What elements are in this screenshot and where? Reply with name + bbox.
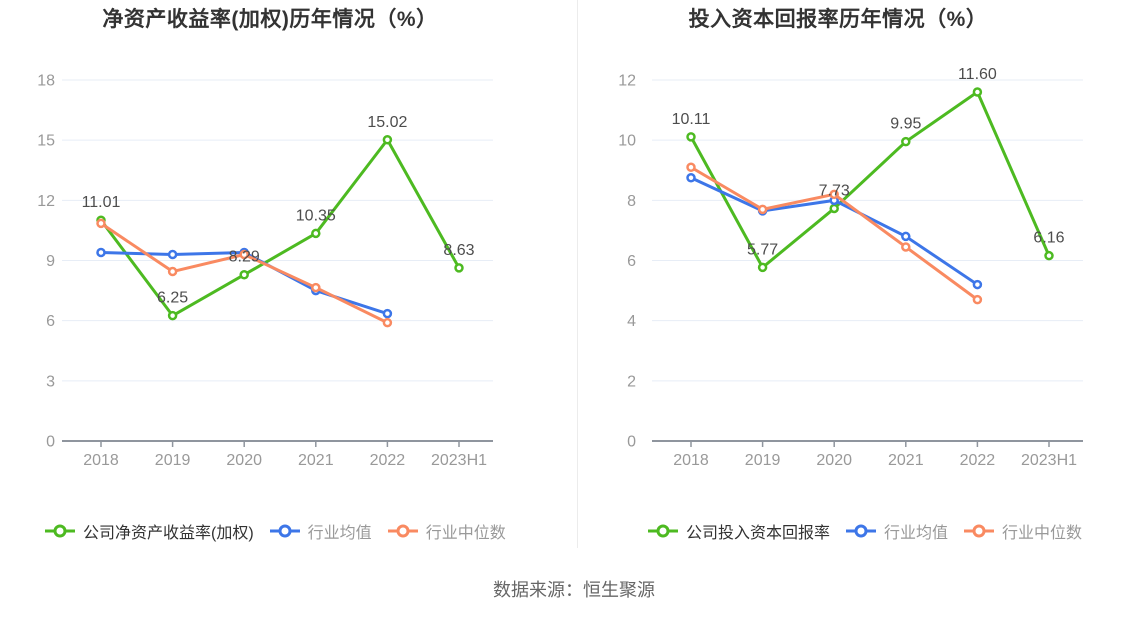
data-point-company xyxy=(686,132,696,142)
series-line-company xyxy=(99,138,461,318)
y-tick-label: 8 xyxy=(627,193,636,210)
legend-line-marker-icon xyxy=(45,524,75,538)
roe-legend: 公司净资产收益率(加权) 行业均值 行业中位数 xyxy=(45,519,506,543)
data-point-industry-median xyxy=(311,282,321,293)
y-tick-label: 6 xyxy=(46,313,55,330)
point-value-label: 8.63 xyxy=(443,242,474,259)
y-tick-label: 15 xyxy=(37,133,55,150)
legend-line-marker-icon xyxy=(964,524,995,538)
data-point-industry-median xyxy=(901,242,911,252)
y-tick-label: 0 xyxy=(46,434,55,451)
legend-item-company[interactable]: 公司净资产收益率(加权) xyxy=(45,519,254,543)
y-tick-label: 12 xyxy=(37,193,55,210)
point-value-label: 10.11 xyxy=(672,111,711,128)
point-value-label: 6.16 xyxy=(1033,230,1064,247)
point-value-label: 6.25 xyxy=(157,290,188,307)
y-tick-label: 18 xyxy=(37,73,55,90)
data-point-company xyxy=(972,87,983,97)
data-point-industry-median xyxy=(167,266,178,277)
data-point-industry-median xyxy=(757,204,768,215)
legend-item-label: 行业中位数 xyxy=(1002,525,1083,542)
data-point-industry-median xyxy=(829,189,839,200)
data-point-company xyxy=(1044,250,1054,261)
point-value-label: 7.73 xyxy=(819,182,850,199)
y-tick-label: 4 xyxy=(627,313,636,330)
data-point-company xyxy=(757,262,768,273)
x-tick-label: 2023H1 xyxy=(1021,452,1077,469)
point-value-label: 15.02 xyxy=(367,114,407,131)
y-tick-label: 6 xyxy=(627,253,636,270)
x-tick-label: 2021 xyxy=(888,452,924,469)
data-point-industry-average xyxy=(96,247,106,258)
data-point-company xyxy=(167,310,178,321)
point-value-label: 5.77 xyxy=(747,241,778,258)
x-tick-label: 2023H1 xyxy=(431,452,487,469)
legend-line-marker-icon xyxy=(648,524,678,538)
y-tick-label: 3 xyxy=(46,373,55,390)
source-note: 数据来源：恒生聚源 xyxy=(493,580,655,600)
data-point-company xyxy=(829,203,839,214)
roe-chart-title: 净资产收益率(加权)历年情况（%） xyxy=(102,8,438,31)
legend-line-marker-icon xyxy=(269,524,300,538)
y-tick-label: 0 xyxy=(627,434,636,451)
data-point-industry-median xyxy=(382,317,393,328)
data-point-industry-average xyxy=(167,249,178,260)
data-point-industry-median xyxy=(972,294,983,305)
x-tick-label: 2020 xyxy=(226,452,262,469)
data-point-company xyxy=(382,135,393,145)
legend-item-label: 行业均值 xyxy=(884,525,949,542)
legend-item-industry-median[interactable]: 行业中位数 xyxy=(387,519,506,543)
y-tick-label: 10 xyxy=(618,133,636,150)
point-value-label: 9.95 xyxy=(890,116,921,133)
data-point-company xyxy=(239,269,249,280)
legend-item-label: 公司投入资本回报率 xyxy=(686,525,831,542)
x-tick-label: 2022 xyxy=(960,452,996,469)
panel-divider xyxy=(577,0,578,548)
data-point-industry-median xyxy=(686,162,696,172)
x-tick-label: 2019 xyxy=(155,452,191,469)
legend-item-industry-median[interactable]: 行业中位数 xyxy=(964,519,1082,543)
y-tick-label: 2 xyxy=(627,373,636,390)
y-tick-label: 12 xyxy=(618,73,636,90)
data-point-company xyxy=(311,228,321,239)
x-tick-label: 2018 xyxy=(83,452,119,469)
roic-legend: 公司投入资本回报率 行业均值 行业中位数 xyxy=(648,519,1082,543)
data-point-industry-average xyxy=(901,231,911,242)
x-tick-label: 2019 xyxy=(745,452,781,469)
legend-item-label: 公司净资产收益率(加权) xyxy=(83,525,254,542)
series-line-company xyxy=(689,90,1051,269)
legend-item-label: 行业均值 xyxy=(307,525,372,542)
legend-item-label: 行业中位数 xyxy=(425,525,506,542)
legend-line-marker-icon xyxy=(846,524,877,538)
x-tick-label: 2018 xyxy=(673,452,709,469)
data-point-company xyxy=(454,263,464,273)
roe-chart: 0 3 6 9 12 15 18 2018 2019 2020 2021 2022 2023H1 11.0… xyxy=(37,73,493,469)
point-value-label: 11.01 xyxy=(82,194,121,211)
data-point-industry-average xyxy=(972,279,983,290)
legend-line-marker-icon xyxy=(387,524,418,538)
data-point-industry-average xyxy=(686,173,696,183)
data-point-industry-median xyxy=(96,218,106,229)
point-value-label: 10.35 xyxy=(296,207,336,224)
data-point-industry-median xyxy=(239,249,249,260)
legend-item-industry-average[interactable]: 行业均值 xyxy=(846,519,948,543)
point-value-label: 11.60 xyxy=(958,66,997,83)
x-tick-label: 2021 xyxy=(298,452,334,469)
data-point-company xyxy=(901,136,911,147)
roic-chart-title: 投入资本回报率历年情况（%） xyxy=(688,8,988,31)
legend-item-company[interactable]: 公司投入资本回报率 xyxy=(648,519,830,543)
point-value-label: 8.29 xyxy=(229,249,260,266)
x-tick-label: 2020 xyxy=(816,452,852,469)
x-tick-label: 2022 xyxy=(370,452,406,469)
y-tick-label: 9 xyxy=(46,253,55,270)
data-point-industry-average xyxy=(382,308,393,319)
roic-chart: 0 2 4 6 8 10 12 2018 2019 2020 2021 2022 2023H1 10.11… xyxy=(618,66,1083,469)
legend-item-industry-average[interactable]: 行业均值 xyxy=(269,519,372,543)
